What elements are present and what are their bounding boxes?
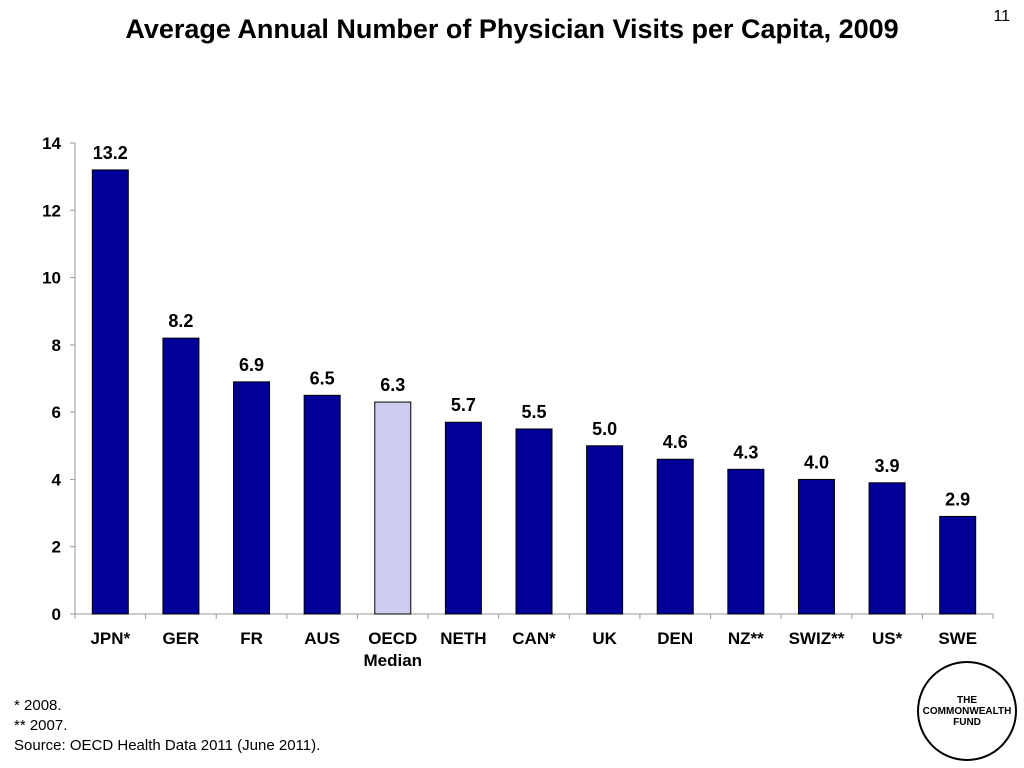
y-tick-label: 10 [42,269,61,288]
footnote-1: * 2008. [14,697,62,714]
x-tick-label: UK [592,629,617,648]
logo-line-3: FUND [953,716,981,728]
x-tick-label: SWE [938,629,977,648]
source-note: Source: OECD Health Data 2011 (June 2011… [14,737,321,754]
bar [91,169,129,615]
x-tick-label: GER [163,629,200,648]
bar-chart: 0 2 4 6 8 10 12 14 13.2 JPN* 8.2 GER 6.9 FR 6.5 AUS 6.3 O… [42,134,994,670]
bar [374,401,412,615]
logo-line-2: COMMONWEALTH [922,705,1012,717]
x-tick-label: US* [872,629,903,648]
data-label: 13.2 [93,143,128,163]
footnotes: * 2008. ** 2007. Source: OECD Health Dat… [14,696,320,756]
x-tick-label: OECD Median [363,629,422,670]
data-label: 6.9 [239,355,264,375]
x-tick-label: FR [240,629,263,648]
bar [868,482,906,615]
data-label: 4.3 [733,442,758,462]
bar [444,421,482,615]
data-label: 6.3 [380,375,405,395]
y-tick-label: 0 [52,605,61,624]
y-tick-label: 8 [52,336,61,355]
bar [797,478,835,615]
x-tick-label: AUS [304,629,340,648]
x-tick-label: DEN [657,629,693,648]
data-label: 4.0 [804,452,829,472]
commonwealth-fund-logo: THE COMMONWEALTH FUND [917,661,1017,761]
data-label: 5.7 [451,395,476,415]
y-tick-label: 12 [42,201,61,220]
bar [162,337,200,615]
bar [727,468,765,615]
data-label: 6.5 [310,368,335,388]
x-tick-label: NETH [440,629,486,648]
bar [303,394,341,615]
page-number: 11 [993,8,1010,25]
data-label: 3.9 [875,456,900,476]
footnote-2: ** 2007. [14,717,68,734]
bar [939,515,977,615]
x-tick-label: JPN* [90,629,130,648]
y-tick-label: 6 [52,403,61,422]
logo-line-1: THE [957,694,977,706]
chart-title: Average Annual Number of Physician Visit… [125,14,899,44]
data-label: 4.6 [663,432,688,452]
bar [656,458,694,615]
data-label: 8.2 [168,311,193,331]
x-tick-label: NZ** [728,629,764,648]
x-tick-label: SWIZ** [789,629,845,648]
bar [233,381,271,615]
data-label: 5.5 [521,402,546,422]
data-label: 2.9 [945,489,970,509]
y-tick-label: 2 [52,538,61,557]
data-label: 5.0 [592,419,617,439]
bar [586,445,624,615]
x-tick-label: CAN* [512,629,556,648]
bar [515,428,553,615]
y-tick-label: 4 [52,470,62,489]
y-tick-label: 14 [42,134,61,153]
